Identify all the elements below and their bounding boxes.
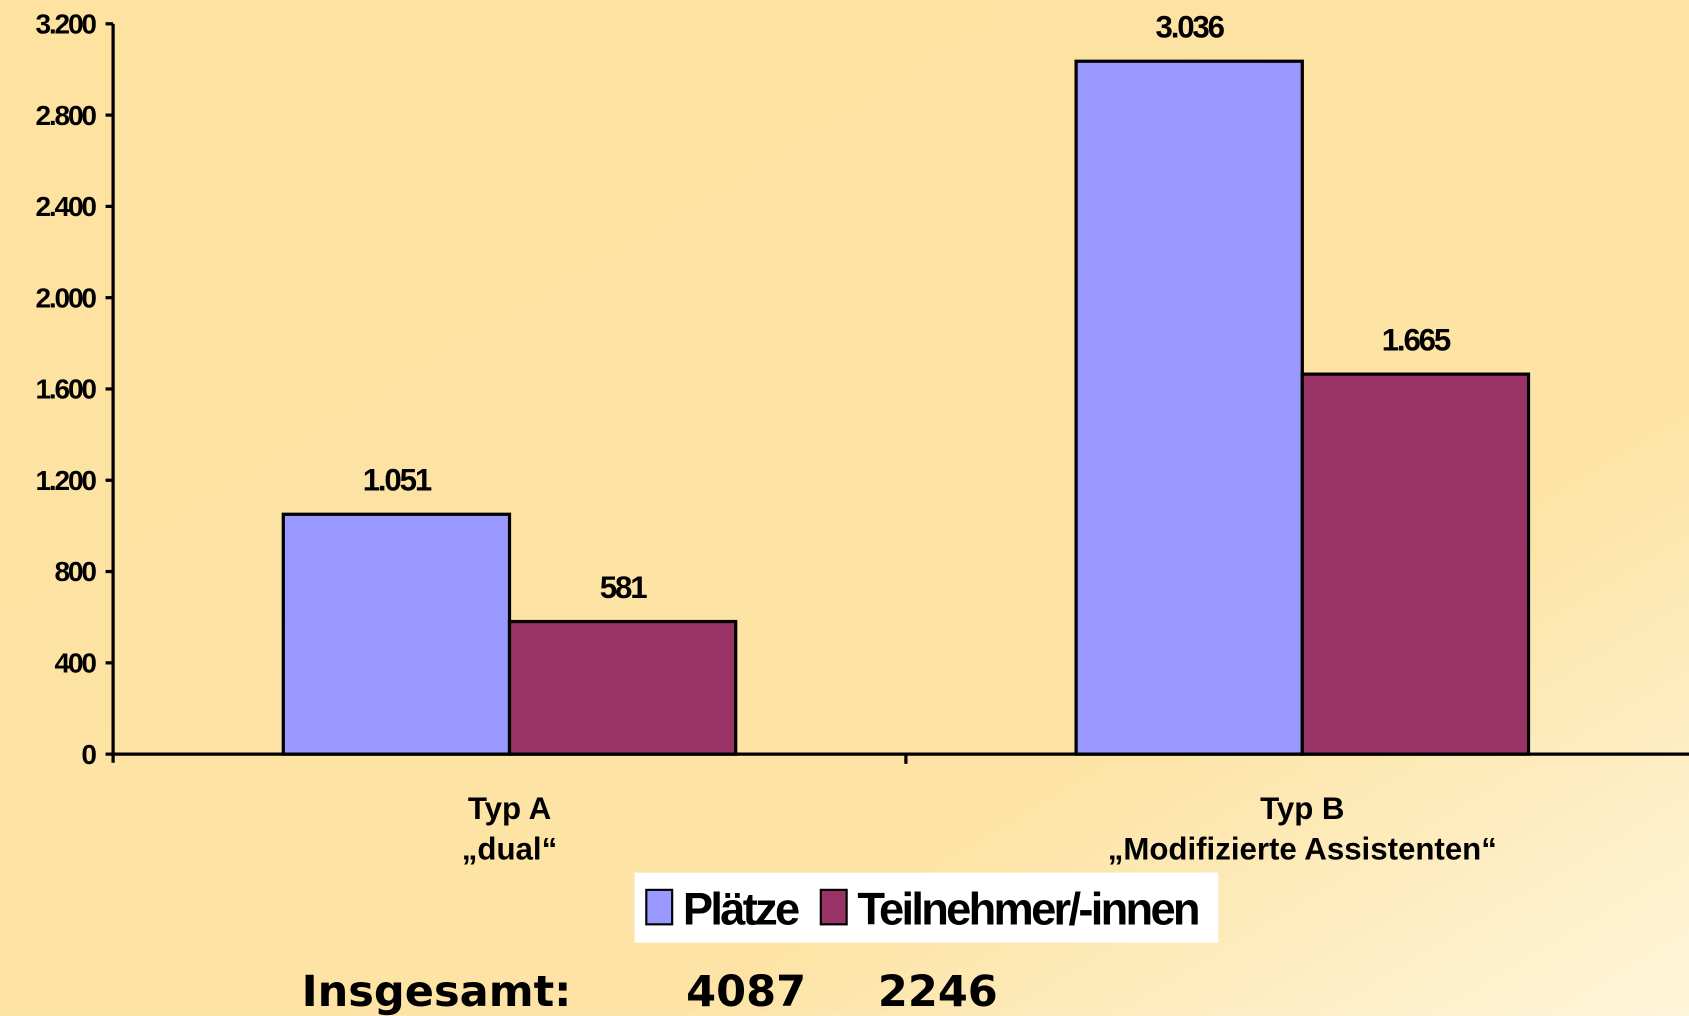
value-label: 1.051 [363, 463, 432, 498]
value-label: 581 [600, 570, 647, 605]
total-value: 2246 [878, 967, 998, 1016]
legend-swatch [819, 888, 848, 926]
value-label: 3.036 [1156, 10, 1225, 45]
x-tick-label: Typ B [1260, 791, 1344, 826]
value-label: 1.665 [1382, 322, 1451, 357]
bar [507, 619, 738, 756]
y-tick-label: 400 [55, 648, 97, 679]
legend-label: Teilnehmer/-innen [857, 883, 1197, 934]
y-tick-label: 3.200 [35, 9, 96, 40]
total-value: 4087 [686, 967, 806, 1016]
legend-box [634, 872, 1219, 943]
y-tick-label: 800 [55, 556, 97, 587]
totals-label: Insgesamt: [302, 967, 572, 1016]
y-tick-label: 2.400 [35, 191, 96, 222]
bar [1074, 59, 1304, 756]
x-tick-label: Typ A [468, 791, 551, 826]
y-tick-label: 2.000 [35, 282, 96, 313]
y-tick-label: 1.200 [35, 465, 96, 496]
legend-label: Plätze [683, 883, 799, 934]
legend-swatch [645, 888, 674, 926]
x-tick-label: „dual“ [462, 832, 557, 867]
x-tick-label: „Modifizierte Assistenten“ [1108, 832, 1497, 867]
y-tick-label: 2.800 [35, 100, 96, 131]
y-tick-label: 0 [81, 739, 96, 770]
bar [281, 512, 512, 756]
bar [1300, 372, 1531, 756]
y-tick-label: 1.600 [35, 374, 96, 405]
